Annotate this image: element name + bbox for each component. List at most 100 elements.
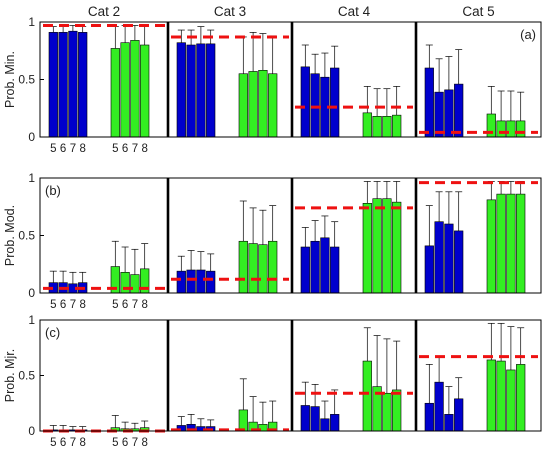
blue-bar <box>454 398 464 432</box>
bar-number-label: 8 <box>79 437 85 449</box>
y-tick-label: 1 <box>28 171 35 185</box>
blue-bar <box>320 418 330 432</box>
blue-bar <box>176 42 186 138</box>
green-bar <box>130 40 140 138</box>
green-bar <box>238 73 248 138</box>
column-header: Cat 2 <box>88 4 120 19</box>
blue-bar <box>300 405 310 432</box>
plot-area <box>40 320 541 431</box>
green-bar <box>258 244 268 294</box>
y-tick-label: 0.5 <box>18 229 35 243</box>
bar-number-label: 6 <box>122 437 128 449</box>
bar-number-label: 5 <box>112 437 118 449</box>
bar-number-label: 8 <box>141 143 147 155</box>
bar-number-label: 5 <box>50 299 56 311</box>
green-bar <box>496 360 506 432</box>
green-bar <box>496 120 506 138</box>
blue-bar <box>454 83 464 138</box>
bar-number-label: 8 <box>141 299 147 311</box>
green-bar <box>238 240 248 294</box>
blue-bar <box>176 270 186 294</box>
green-bar <box>372 116 382 138</box>
panel-label: (c) <box>45 325 60 340</box>
green-bar <box>268 240 278 294</box>
blue-bar <box>424 402 434 432</box>
bar-number-label: 8 <box>79 299 85 311</box>
y-axis-label: Prob. Mjr. <box>3 349 17 403</box>
blue-bar <box>78 32 88 138</box>
blue-bar <box>196 269 206 294</box>
column-header: Cat 5 <box>462 4 494 19</box>
blue-bar <box>434 221 444 294</box>
bar-number-label: 6 <box>60 143 66 155</box>
green-bar <box>362 360 372 432</box>
bar-number-label: 7 <box>132 299 138 311</box>
green-bar <box>362 112 372 138</box>
blue-bar <box>206 43 216 138</box>
y-tick-label: 1 <box>28 313 35 327</box>
green-bar <box>382 116 392 138</box>
green-bar <box>238 409 248 432</box>
green-bar <box>140 44 150 138</box>
green-bar <box>486 199 496 294</box>
blue-bar <box>444 223 454 294</box>
y-tick-label: 0 <box>28 424 35 438</box>
green-bar <box>248 243 258 294</box>
blue-bar <box>424 245 434 294</box>
bar-number-label: 5 <box>112 299 118 311</box>
blue-bar <box>330 246 340 294</box>
green-bar <box>130 274 140 294</box>
blue-bar <box>58 32 68 138</box>
bar-number-label: 7 <box>70 143 76 155</box>
green-bar <box>506 120 516 138</box>
blue-bar <box>310 240 320 294</box>
blue-bar <box>424 67 434 138</box>
y-tick-label: 1 <box>28 15 35 29</box>
blue-bar <box>434 381 444 432</box>
green-bar <box>120 42 130 138</box>
green-bar <box>506 193 516 294</box>
bar-number-label: 6 <box>122 143 128 155</box>
blue-bar <box>454 230 464 294</box>
green-bar <box>516 120 526 138</box>
green-bar <box>258 70 268 138</box>
bar-number-label: 5 <box>50 143 56 155</box>
bar-number-label: 6 <box>60 437 66 449</box>
bar-number-label: 5 <box>50 437 56 449</box>
green-bar <box>248 71 258 138</box>
green-bar <box>110 48 120 138</box>
y-tick-label: 0.5 <box>18 369 35 383</box>
blue-bar <box>434 91 444 138</box>
blue-bar <box>186 44 196 138</box>
blue-bar <box>310 406 320 432</box>
bar-number-label: 7 <box>70 437 76 449</box>
column-header: Cat 4 <box>338 4 371 19</box>
y-tick-label: 0.5 <box>18 73 35 87</box>
blue-bar <box>186 269 196 294</box>
bar-number-label: 7 <box>70 299 76 311</box>
green-bar <box>392 389 402 432</box>
bar-number-label: 7 <box>132 437 138 449</box>
bar-number-label: 5 <box>112 143 118 155</box>
blue-bar <box>300 66 310 138</box>
column-header: Cat 3 <box>214 4 246 19</box>
blue-bar <box>330 67 340 138</box>
green-bar <box>486 359 496 432</box>
green-bar <box>362 203 372 294</box>
green-bar <box>382 392 392 432</box>
green-bar <box>382 198 392 294</box>
y-axis-label: Prob. Min. <box>3 51 17 108</box>
blue-bar <box>310 73 320 138</box>
green-bar <box>392 201 402 294</box>
green-bar <box>516 364 526 432</box>
green-bar <box>372 198 382 294</box>
blue-bar <box>206 270 216 294</box>
blue-bar <box>444 414 454 432</box>
blue-bar <box>444 89 454 138</box>
y-tick-label: 0 <box>28 286 35 300</box>
bar-number-label: 6 <box>122 299 128 311</box>
